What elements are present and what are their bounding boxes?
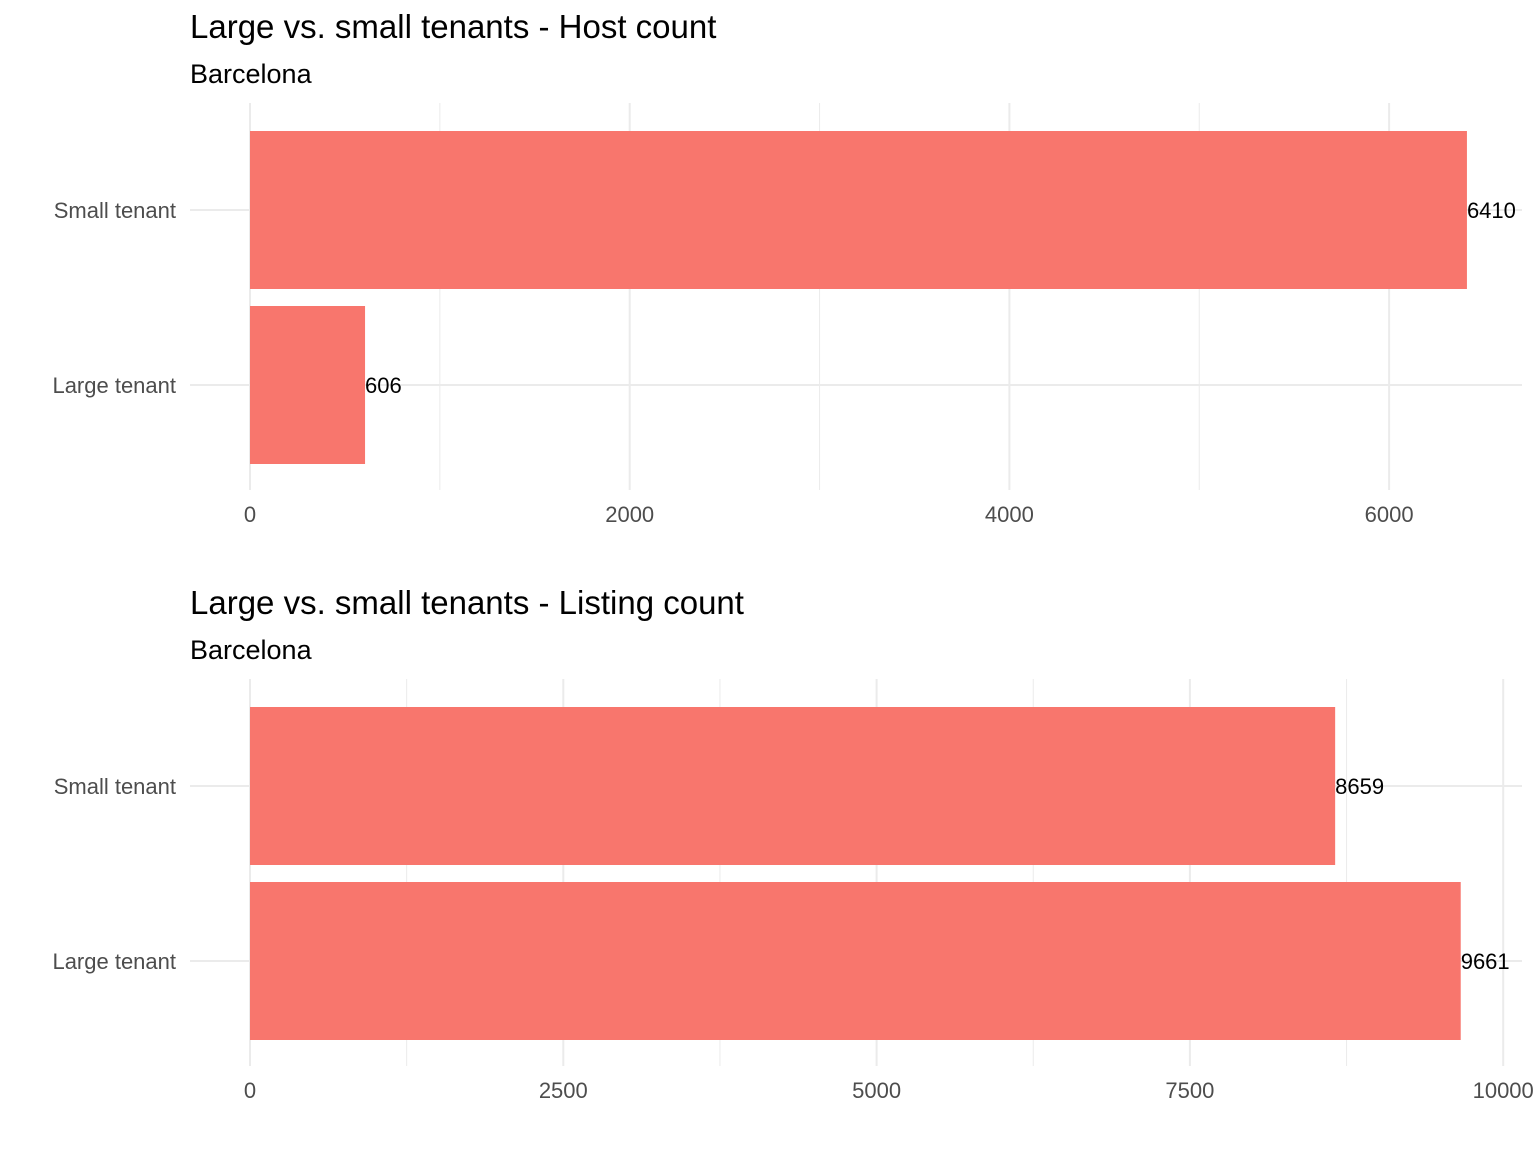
bar-large-tenant — [250, 882, 1461, 1040]
chart-title: Large vs. small tenants - Host count — [190, 8, 717, 45]
y-tick-label: Large tenant — [52, 949, 176, 974]
listing-count-plot: 8659 9661 Small tenant Large tenant 0 2500 500… — [52, 679, 1534, 1103]
x-tick-label: 10000 — [1473, 1078, 1534, 1103]
y-tick-label: Small tenant — [54, 198, 176, 223]
chart-subtitle: Barcelona — [190, 635, 312, 665]
data-label: 8659 — [1335, 774, 1384, 799]
x-tick-label: 7500 — [1165, 1078, 1214, 1103]
y-tick-label: Large tenant — [52, 373, 176, 398]
chart-subtitle: Barcelona — [190, 59, 312, 89]
host-count-panel: Large vs. small tenants - Host count Bar… — [52, 8, 1522, 527]
bar-large-tenant — [250, 306, 366, 464]
chart-title: Large vs. small tenants - Listing count — [190, 584, 744, 621]
host-count-plot: 6410 606 Small tenant Large tenant 0 2000 4000… — [52, 103, 1522, 527]
data-label: 606 — [365, 373, 402, 398]
x-tick-label: 4000 — [985, 502, 1034, 527]
y-tick-label: Small tenant — [54, 774, 176, 799]
x-tick-label: 0 — [244, 502, 256, 527]
bar-small-tenant — [250, 131, 1467, 289]
x-tick-label: 0 — [244, 1078, 256, 1103]
data-label: 6410 — [1467, 198, 1516, 223]
x-tick-label: 2000 — [605, 502, 654, 527]
x-tick-label: 6000 — [1365, 502, 1414, 527]
data-label: 9661 — [1461, 949, 1510, 974]
bar-small-tenant — [250, 707, 1336, 865]
x-tick-label: 2500 — [539, 1078, 588, 1103]
listing-count-panel: Large vs. small tenants - Listing count … — [0, 576, 1536, 1152]
x-tick-label: 5000 — [852, 1078, 901, 1103]
